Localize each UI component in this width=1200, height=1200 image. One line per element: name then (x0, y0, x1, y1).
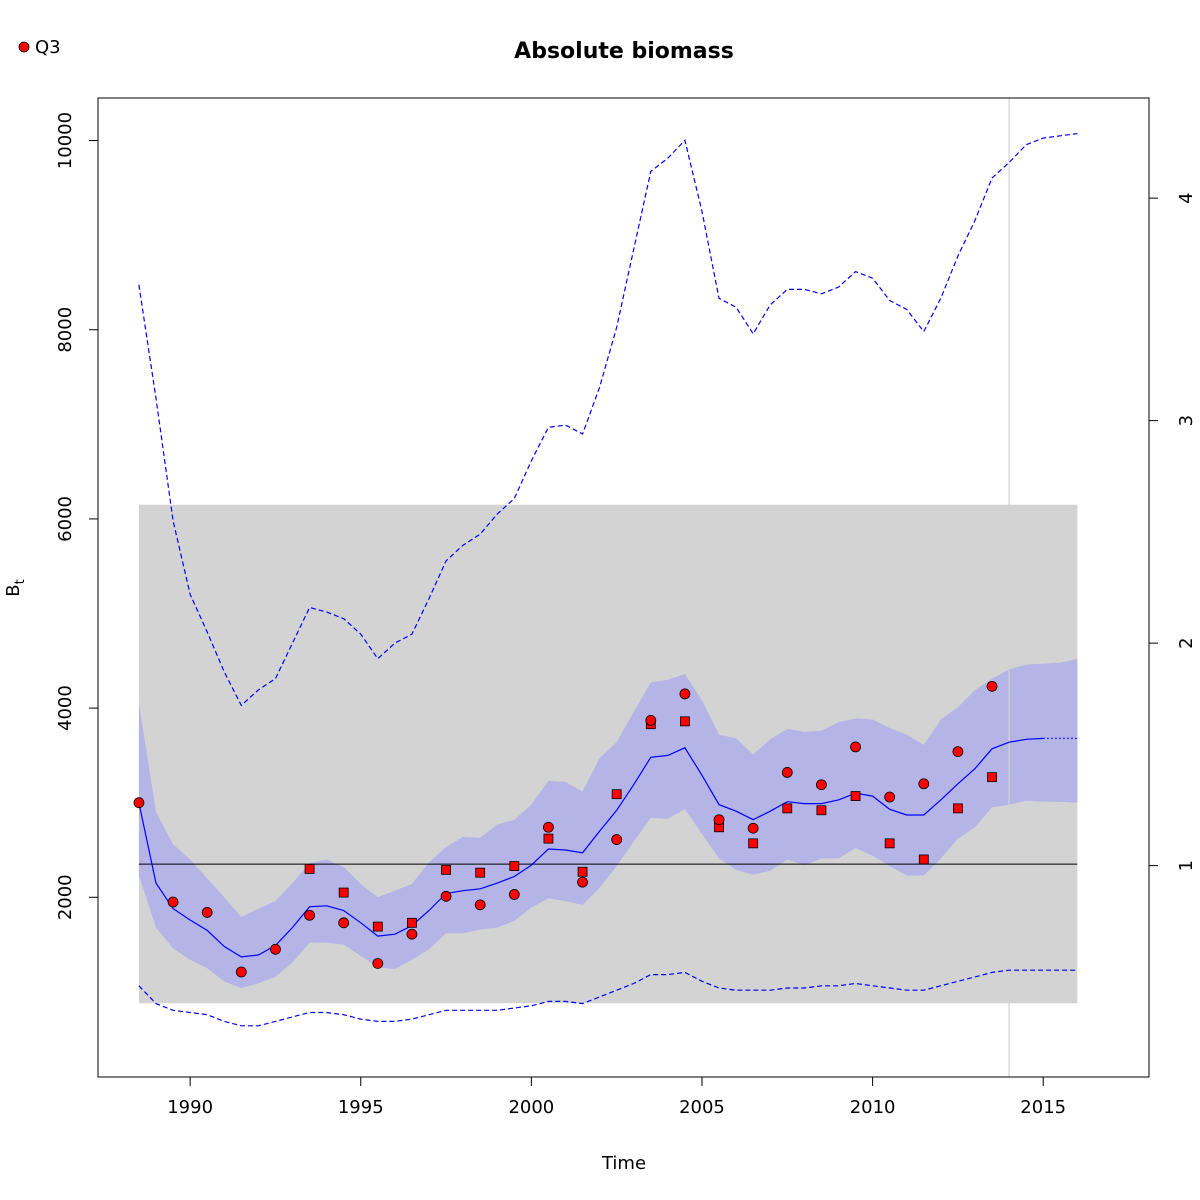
x-tick-label: 2010 (850, 1097, 896, 1118)
y-axis-label-main: B (3, 584, 24, 596)
y-axis-label: Bt (3, 579, 28, 596)
data-point-circle (986, 680, 998, 692)
y-axis-right: 1 2 3 4 (1149, 192, 1197, 871)
data-point-square (850, 791, 861, 801)
data-point-square (338, 887, 349, 898)
y-tick-label: 4000 (55, 685, 76, 731)
data-point-square (816, 805, 827, 816)
confidence-band (138, 658, 1078, 989)
data-points (133, 680, 998, 978)
data-point-circle (543, 821, 554, 833)
ci-band-layer (138, 658, 1078, 989)
series-line-fmsy-lower (138, 969, 1078, 1027)
chart-title: Absolute biomass (514, 39, 734, 64)
x-tick-label: 2005 (679, 1097, 725, 1118)
right-tick-label: 3 (1176, 415, 1197, 426)
data-point-square (611, 789, 622, 800)
legend: Q3 (18, 37, 61, 58)
data-point-circle (781, 767, 793, 778)
data-point-square (543, 833, 554, 844)
data-point-circle (747, 822, 759, 834)
data-point-circle (816, 779, 827, 791)
data-point-circle (133, 797, 145, 809)
x-tick-label: 2000 (508, 1097, 554, 1118)
data-point-square (680, 716, 690, 727)
x-tick-label: 1995 (338, 1097, 384, 1118)
data-point-circle (850, 741, 861, 753)
series-line-fmsy-upper (138, 133, 1078, 707)
data-point-circle (372, 958, 384, 969)
data-point-square (577, 866, 588, 877)
data-point-square (304, 864, 315, 874)
data-point-circle (167, 896, 179, 908)
estimate-lines (138, 737, 1078, 958)
data-point-circle (679, 688, 691, 700)
legend-label: Q3 (35, 37, 61, 58)
x-tick-label: 2015 (1020, 1097, 1066, 1118)
data-point-square (407, 917, 417, 928)
data-point-circle (577, 876, 588, 888)
data-point-circle (474, 899, 486, 911)
y-tick-label: 8000 (55, 307, 76, 353)
x-axis-label: Time (601, 1153, 646, 1174)
data-point-circle (952, 746, 964, 758)
data-point-circle (406, 928, 418, 940)
fmsy-lines (138, 133, 1078, 1027)
y-tick-label: 10000 (55, 112, 76, 169)
data-point-circle (270, 943, 281, 955)
data-point-square (953, 803, 963, 814)
data-point-square (782, 803, 793, 814)
series-line-estimate (138, 737, 1044, 958)
x-tick-label: 1990 (167, 1097, 213, 1118)
y-tick-label: 6000 (55, 496, 76, 542)
data-point-square (884, 838, 895, 849)
data-point-circle (201, 907, 213, 918)
y-tick-label: 2000 (55, 874, 76, 920)
data-point-circle (713, 814, 725, 826)
y-axis-label-subscript: t (13, 579, 28, 584)
x-axis: 1990 1995 2000 2005 2010 2015 (167, 1076, 1066, 1118)
legend-marker-circle (18, 41, 30, 53)
data-point-square (748, 838, 759, 849)
data-point-square (475, 867, 486, 878)
data-point-square (987, 772, 997, 783)
data-point-square (509, 861, 520, 871)
right-tick-label: 2 (1176, 637, 1197, 648)
data-point-circle (918, 778, 930, 790)
y-axis-left: 2000 4000 6000 8000 10000 (55, 112, 98, 920)
data-point-circle (611, 834, 623, 845)
data-point-circle (508, 889, 520, 900)
data-point-circle (304, 909, 315, 921)
data-point-circle (338, 917, 350, 929)
data-point-square (441, 864, 451, 875)
data-point-circle (884, 791, 896, 803)
data-point-circle (645, 714, 657, 726)
data-point-square (918, 854, 929, 865)
data-point-circle (235, 966, 247, 978)
data-point-square (372, 921, 383, 932)
right-tick-label: 1 (1176, 860, 1197, 871)
right-tick-label: 4 (1176, 192, 1197, 203)
data-point-circle (440, 890, 452, 902)
